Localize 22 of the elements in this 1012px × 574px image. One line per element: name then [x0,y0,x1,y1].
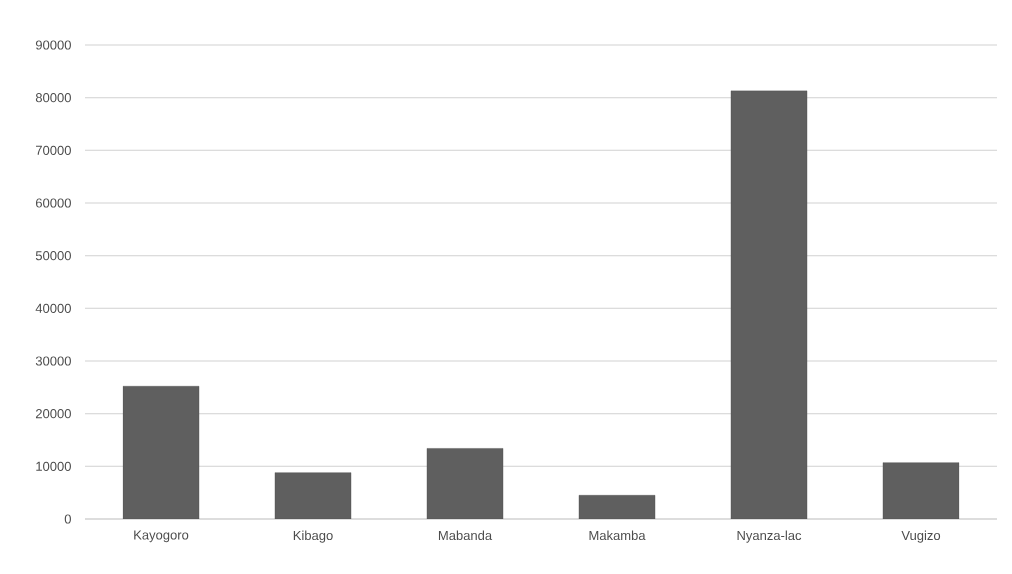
bar [578,495,656,519]
x-tick-label: Mabanda [438,530,493,541]
y-tick-label: 60000 [35,198,71,208]
bar [122,386,200,519]
y-tick-label: 0 [64,514,71,524]
x-tick-label: Vugizo [901,530,941,543]
y-tick-label: 90000 [35,40,71,50]
y-tick-label: 70000 [35,145,71,155]
bar [882,462,960,519]
bar [274,472,352,519]
bar [426,448,504,519]
x-tick-label: Kayogoro [134,530,189,543]
x-tick-label: Kibago [293,530,333,543]
y-tick-label: 20000 [35,409,71,419]
y-tick-label: 10000 [36,461,71,471]
y-tick-label: 80000 [35,93,71,103]
x-tick-label: Makamba [589,530,646,541]
y-tick-label: 40000 [35,303,71,313]
x-tick-label: Nyanza-lac [737,530,802,543]
y-tick-label: 30000 [35,356,71,366]
y-tick-label: 50000 [35,251,71,261]
bar [730,90,808,519]
